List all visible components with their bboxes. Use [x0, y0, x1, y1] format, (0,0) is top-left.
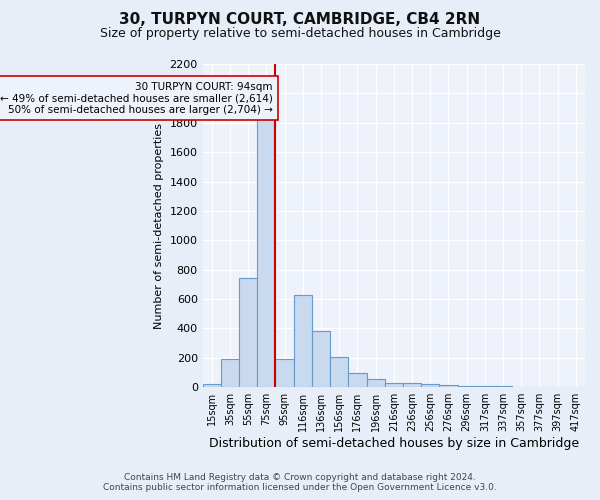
- Bar: [421, 384, 439, 387]
- Bar: [439, 385, 458, 387]
- Bar: [239, 278, 257, 387]
- Bar: [221, 358, 239, 387]
- Bar: [476, 386, 494, 387]
- X-axis label: Distribution of semi-detached houses by size in Cambridge: Distribution of semi-detached houses by …: [209, 437, 579, 450]
- Text: Size of property relative to semi-detached houses in Cambridge: Size of property relative to semi-detach…: [100, 28, 500, 40]
- Bar: [403, 383, 421, 387]
- Bar: [385, 383, 403, 387]
- Bar: [367, 379, 385, 387]
- Text: Contains HM Land Registry data © Crown copyright and database right 2024.
Contai: Contains HM Land Registry data © Crown c…: [103, 473, 497, 492]
- Text: 30 TURPYN COURT: 94sqm
← 49% of semi-detached houses are smaller (2,614)
50% of : 30 TURPYN COURT: 94sqm ← 49% of semi-det…: [0, 82, 273, 115]
- Bar: [348, 374, 367, 387]
- Bar: [330, 357, 348, 387]
- Bar: [275, 358, 293, 387]
- Bar: [293, 296, 312, 387]
- Text: 30, TURPYN COURT, CAMBRIDGE, CB4 2RN: 30, TURPYN COURT, CAMBRIDGE, CB4 2RN: [119, 12, 481, 28]
- Y-axis label: Number of semi-detached properties: Number of semi-detached properties: [154, 122, 164, 328]
- Bar: [257, 114, 275, 387]
- Bar: [494, 386, 512, 387]
- Bar: [203, 384, 221, 387]
- Bar: [458, 386, 476, 387]
- Bar: [312, 330, 330, 387]
